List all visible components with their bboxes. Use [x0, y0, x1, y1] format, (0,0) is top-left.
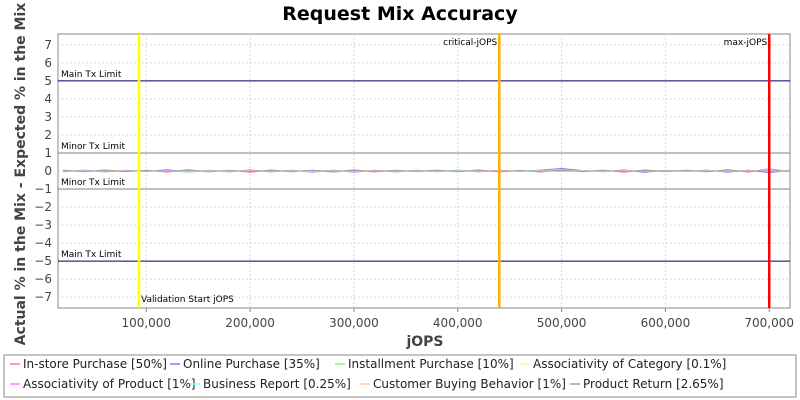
limit-label: Minor Tx Limit [61, 142, 126, 152]
limit-label: Minor Tx Limit [61, 178, 126, 188]
legend-item: Associativity of Product [1%] [23, 377, 196, 391]
series-line [63, 169, 791, 173]
x-tick-label: 400,000 [433, 316, 483, 330]
marker-label: max-jOPS [724, 38, 768, 48]
tick-layer: −7 −6 −5 −4 −3 −2 −1 0 1 2 3 4 5 6 7 100,000 200,000 300,… [34, 38, 794, 330]
limit-label: Main Tx Limit [61, 70, 122, 80]
marker-layer: Validation Start jOPS critical-jOPS max-jO… [137, 34, 771, 308]
legend-box [3, 354, 797, 398]
x-tick-label: 500,000 [537, 316, 587, 330]
y-tick-label: −7 [34, 290, 52, 304]
y-axis-label: Actual % in the Mix - Expected % in the … [13, 3, 29, 346]
x-tick-label: 100,000 [121, 316, 171, 330]
y-tick-label: −1 [34, 182, 52, 196]
legend-item: Business Report [0.25%] [203, 377, 351, 391]
y-tick-label: 6 [44, 56, 52, 70]
x-tick-label: 600,000 [641, 316, 691, 330]
legend: In-store Purchase [50%] Online Purchase [… [10, 357, 726, 391]
legend-item: In-store Purchase [50%] [23, 357, 167, 371]
y-tick-label: 2 [44, 128, 52, 142]
y-tick-label: 5 [44, 74, 52, 88]
legend-item: Associativity of Category [0.1%] [533, 357, 726, 371]
y-tick-label: 4 [44, 92, 52, 106]
y-tick-label: −3 [34, 218, 52, 232]
limit-label: Main Tx Limit [61, 250, 122, 260]
legend-item: Installment Purchase [10%] [348, 357, 514, 371]
y-tick-label: −4 [34, 236, 52, 250]
y-tick-label: 7 [44, 38, 52, 52]
y-tick-label: −6 [34, 272, 52, 286]
y-tick-label: −5 [34, 254, 52, 268]
marker-label: critical-jOPS [443, 38, 497, 48]
y-tick-label: 3 [44, 110, 52, 124]
x-tick-label: 200,000 [225, 316, 275, 330]
legend-item: Online Purchase [35%] [183, 357, 320, 371]
x-tick-label: 700,000 [744, 316, 794, 330]
x-axis-label: jOPS [405, 334, 443, 350]
series-layer [63, 167, 791, 174]
marker-label: Validation Start jOPS [141, 295, 234, 305]
y-tick-label: 1 [44, 146, 52, 160]
y-tick-label: 0 [44, 164, 52, 178]
chart-title: Request Mix Accuracy [282, 3, 518, 25]
x-tick-label: 300,000 [329, 316, 379, 330]
legend-item: Customer Buying Behavior [1%] [373, 377, 566, 391]
limit-layer: Main Tx Limit Minor Tx Limit Minor Tx Limi… [58, 70, 790, 262]
y-tick-label: −2 [34, 200, 52, 214]
legend-item: Product Return [2.65%] [583, 377, 724, 391]
